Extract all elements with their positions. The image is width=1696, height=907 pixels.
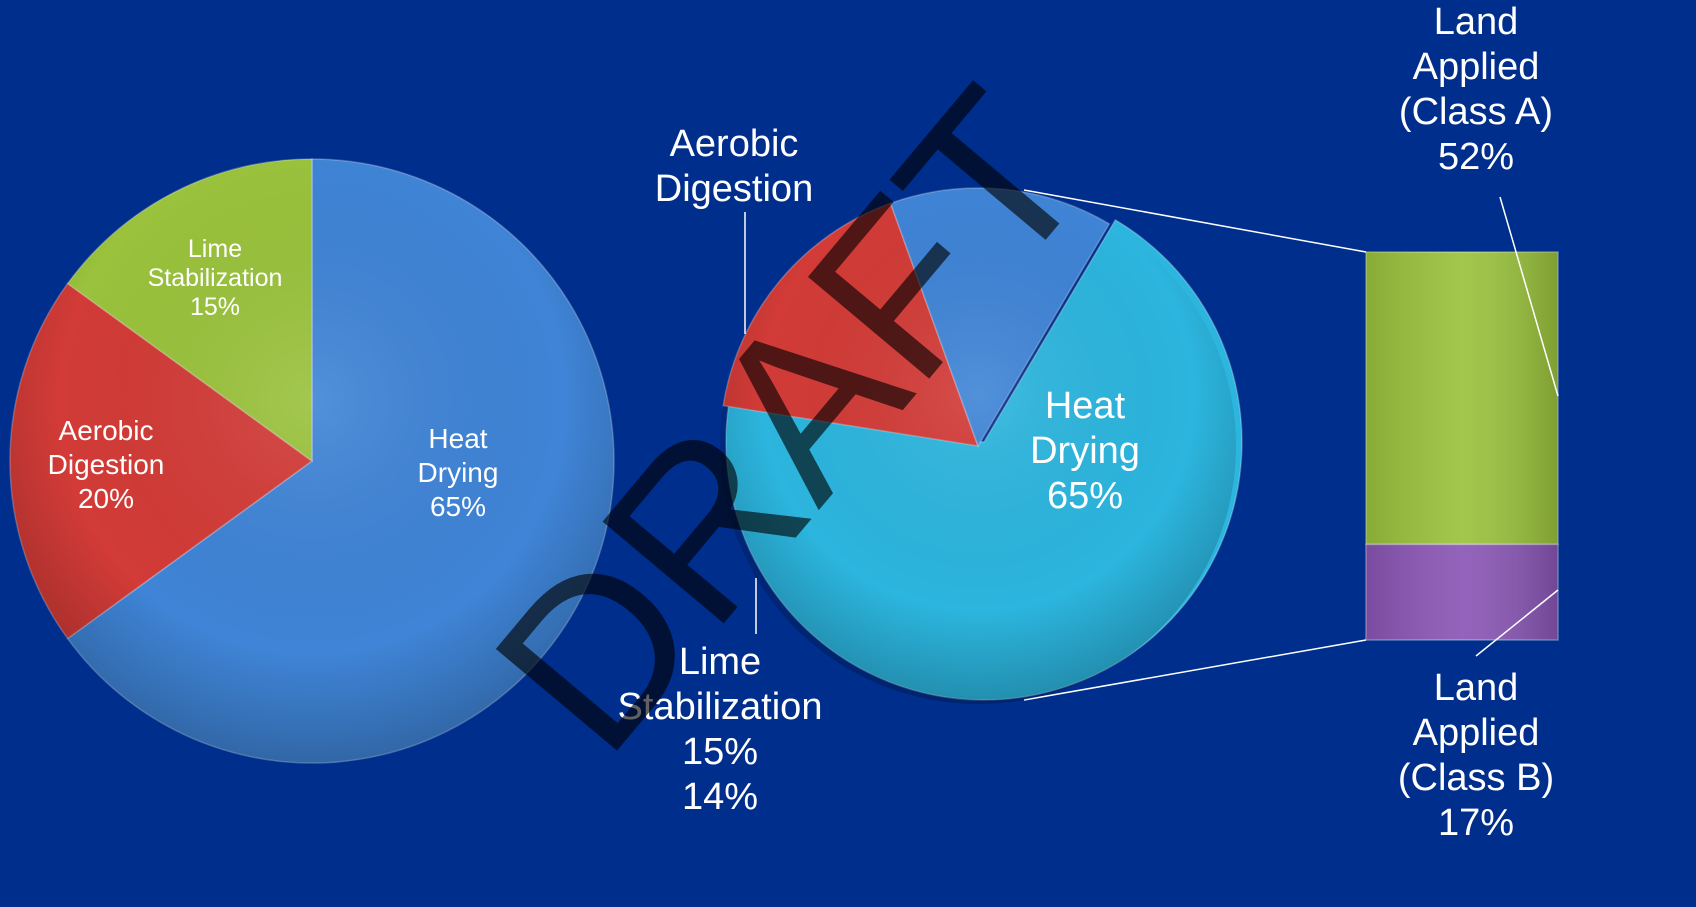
pie1-label-3-line: Stabilization <box>148 264 283 292</box>
bar-label-1-line: 52% <box>1438 136 1514 178</box>
pie1-label-1-line: 65% <box>430 491 486 522</box>
pie1-label-2-line: Digestion <box>48 449 165 480</box>
pie2-label-2-line: Digestion <box>655 168 813 210</box>
pie2-shading <box>720 188 1236 704</box>
pie2-label-1-line: Drying <box>1030 430 1140 472</box>
pie2-label-1: Heat Drying 65% <box>1030 385 1140 517</box>
pie2-label-3-line: 15% <box>682 731 758 773</box>
bar-label-2-line: Applied <box>1413 712 1540 754</box>
pie1-label-1: Heat Drying 65% <box>418 423 499 522</box>
pie1-label-3: Lime Stabilization 15% <box>148 235 283 321</box>
bar-label-2-line: 17% <box>1438 802 1514 844</box>
pie1-label-2-line: 20% <box>78 483 134 514</box>
bar-leader-class-b <box>1475 589 1559 657</box>
pie2-label-1-line: 65% <box>1047 475 1123 517</box>
pie2-label-2: Aerobic Digestion <box>655 123 813 210</box>
bar-label-1-line: Land <box>1434 1 1519 43</box>
pie2-label-3-line: Lime <box>679 641 761 683</box>
bar-segment-shade-2 <box>1366 544 1558 640</box>
pie2-label-3: Lime Stabilization 15% 14% <box>618 641 823 818</box>
pie2-label-2-line: Aerobic <box>670 123 799 165</box>
pie1-label-2: Aerobic Digestion 20% <box>48 415 165 514</box>
connector-bottom <box>1023 639 1367 701</box>
pie1-label-1-line: Heat <box>428 423 487 454</box>
bar-label-2-line: (Class B) <box>1398 757 1554 799</box>
pie2-label-3-line: Stabilization <box>618 686 823 728</box>
pie1-label-3-line: Lime <box>188 235 242 263</box>
pie1-label-2-line: Aerobic <box>59 415 154 446</box>
bar-label-2: Land Applied (Class B) 17% <box>1398 667 1554 844</box>
pie1-shading <box>10 159 614 763</box>
pie1-label-1-line: Drying <box>418 457 499 488</box>
connector-top <box>1023 189 1367 253</box>
bar-label-1: Land Applied (Class A) 52% <box>1399 1 1553 178</box>
bar-leader-class-a <box>1499 196 1559 397</box>
pie2-label-1-line: Heat <box>1045 385 1126 427</box>
bar-label-2-line: Land <box>1434 667 1519 709</box>
pie2-label-3-line: 14% <box>682 776 758 818</box>
bar-segment-shade-1 <box>1366 252 1558 545</box>
pie1-label-3-line: 15% <box>190 293 240 321</box>
bar-label-1-line: (Class A) <box>1399 91 1553 133</box>
bar-label-1-line: Applied <box>1413 46 1540 88</box>
